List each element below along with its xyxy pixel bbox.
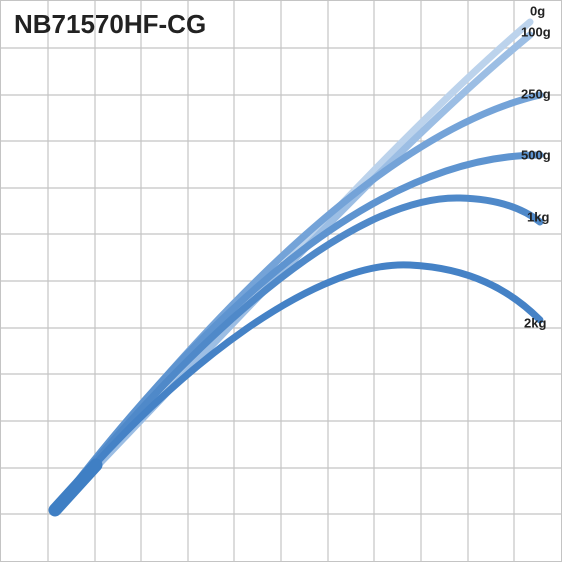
- curve-label: 0g: [530, 3, 545, 18]
- curve-label: 1kg: [527, 209, 549, 224]
- curve-1kg: [51, 194, 544, 514]
- curve-2kg: [51, 261, 544, 514]
- curve-label: 250g: [521, 86, 551, 101]
- curve-label: 2kg: [524, 315, 546, 330]
- rod-butt: [48, 458, 103, 517]
- title: NB71570HF-CG: [14, 9, 206, 39]
- curve-label: 500g: [521, 147, 551, 162]
- curve-label: 100g: [521, 24, 551, 39]
